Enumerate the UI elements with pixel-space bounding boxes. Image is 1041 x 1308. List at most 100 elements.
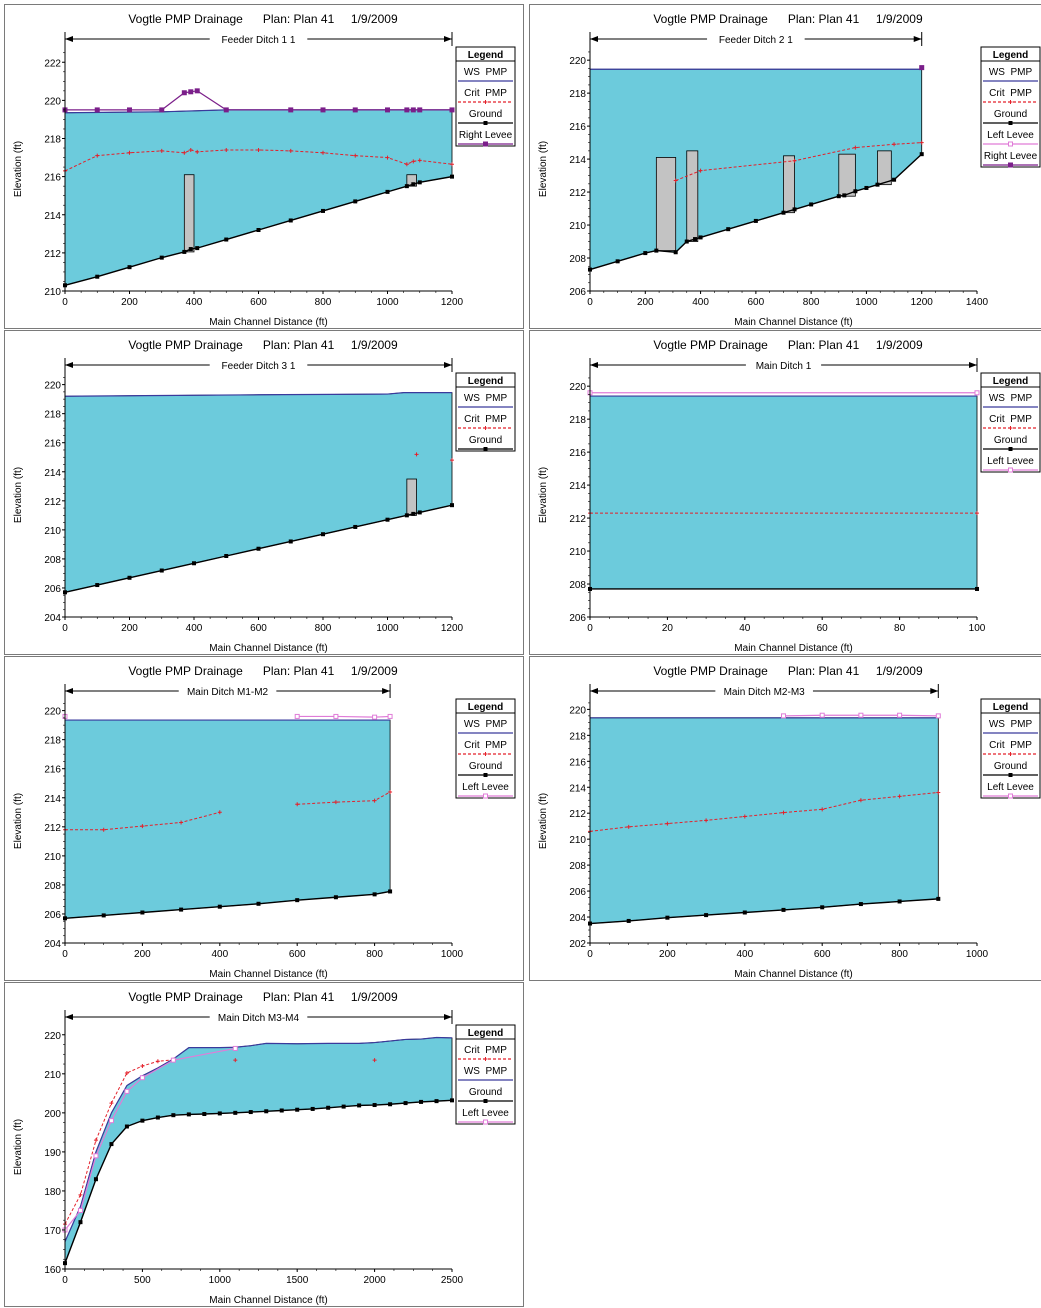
levee-point bbox=[410, 107, 416, 113]
ground-point bbox=[411, 182, 416, 187]
legend-entry-label: Crit PMP bbox=[464, 414, 507, 425]
ground-point bbox=[704, 913, 709, 918]
ground-point bbox=[385, 517, 390, 522]
ground-point bbox=[853, 189, 858, 194]
legend-title: Legend bbox=[468, 702, 504, 713]
ground-point bbox=[78, 1220, 83, 1225]
ground-line bbox=[64, 890, 391, 920]
x-tick-label: 600 bbox=[748, 297, 765, 308]
crit-pmp-point bbox=[140, 824, 145, 829]
reach-label-bg bbox=[745, 359, 822, 371]
legend-entry-label: Crit PMP bbox=[464, 1045, 507, 1056]
ground-point bbox=[224, 554, 229, 558]
crit-pmp-point bbox=[288, 148, 293, 153]
reach-arrow-head-right bbox=[382, 688, 391, 694]
reach-arrow-head-right bbox=[444, 362, 452, 368]
x-tick-label: 400 bbox=[736, 949, 753, 960]
x-tick-label: 2500 bbox=[441, 1275, 464, 1286]
ground-point bbox=[353, 199, 358, 204]
crit-pmp-point bbox=[372, 798, 377, 803]
ground-point bbox=[742, 910, 747, 915]
ground-point bbox=[140, 910, 145, 915]
chart-title: Vogtle PMP Drainage Plan: Plan 41 1/9/20… bbox=[653, 664, 923, 678]
chart-title: Vogtle PMP Drainage Plan: Plan 41 1/9/20… bbox=[653, 12, 923, 26]
x-axis-label: Main Channel Distance (ft) bbox=[209, 1295, 327, 1306]
crit-pmp-point bbox=[853, 145, 858, 150]
levee-point bbox=[194, 88, 200, 94]
y-tick-label: 212 bbox=[44, 497, 61, 508]
ground-point bbox=[192, 561, 196, 566]
x-tick-label: 1000 bbox=[441, 949, 464, 960]
reach-label-bg bbox=[209, 359, 308, 371]
x-tick-label: 0 bbox=[62, 623, 68, 634]
culvert-structure bbox=[838, 153, 856, 197]
ground-point bbox=[256, 901, 261, 906]
legend-entry-label: Ground bbox=[469, 435, 502, 446]
y-tick-label: 210 bbox=[44, 1070, 61, 1081]
x-tick-label: 1000 bbox=[966, 949, 989, 960]
levee-line bbox=[297, 715, 391, 718]
levee-point bbox=[181, 90, 187, 96]
ground-point bbox=[159, 255, 164, 260]
y-axis-label: Elevation (ft) bbox=[13, 141, 24, 197]
water-surface-area bbox=[64, 392, 453, 593]
ground-point bbox=[417, 180, 422, 185]
ground-point bbox=[417, 510, 422, 515]
legend-title: Legend bbox=[993, 50, 1029, 61]
y-tick-label: 208 bbox=[569, 254, 586, 265]
y-tick-label: 206 bbox=[44, 584, 61, 595]
y-tick-label: 212 bbox=[569, 809, 586, 820]
ground-point bbox=[321, 208, 325, 213]
y-axis-label: Elevation (ft) bbox=[13, 1119, 24, 1175]
crit-pmp-point bbox=[372, 1058, 377, 1063]
water-surface-area bbox=[589, 717, 939, 924]
ground-point bbox=[264, 1109, 269, 1114]
reach-arrow-head-right bbox=[444, 1014, 452, 1020]
levee-point bbox=[223, 107, 229, 113]
ground-point bbox=[792, 207, 797, 212]
x-tick-label: 40 bbox=[739, 623, 751, 634]
ground-point bbox=[140, 1118, 145, 1123]
ground-point bbox=[388, 889, 393, 894]
x-tick-label: 1400 bbox=[966, 297, 989, 308]
crit-pmp-point bbox=[233, 1058, 238, 1063]
legend-box bbox=[980, 46, 1041, 168]
legend-entry-label: WS PMP bbox=[464, 1066, 508, 1077]
x-axis-label: Main Channel Distance (ft) bbox=[734, 317, 852, 328]
legend-box bbox=[455, 698, 516, 799]
ground-point bbox=[875, 182, 880, 187]
crit-pmp-point bbox=[388, 789, 393, 794]
levee-point bbox=[188, 89, 194, 95]
y-tick-label: 212 bbox=[569, 188, 586, 199]
ground-point bbox=[233, 1110, 238, 1115]
y-tick-label: 218 bbox=[569, 415, 586, 426]
y-tick-label: 212 bbox=[44, 249, 61, 260]
y-tick-label: 206 bbox=[569, 887, 586, 898]
crit-pmp-point bbox=[385, 155, 390, 160]
levee-point bbox=[858, 712, 864, 718]
ground-point bbox=[388, 1102, 393, 1107]
ground-point bbox=[195, 246, 200, 251]
chart-title: Vogtle PMP Drainage Plan: Plan 41 1/9/20… bbox=[128, 664, 398, 678]
ground-point bbox=[809, 202, 814, 207]
ground-point bbox=[419, 1099, 424, 1104]
levee-point bbox=[93, 1153, 99, 1159]
y-axis-label: Elevation (ft) bbox=[538, 141, 549, 197]
x-tick-label: 200 bbox=[121, 297, 138, 308]
x-tick-label: 0 bbox=[587, 949, 593, 960]
chart-svg-4: Vogtle PMP Drainage Plan: Plan 41 1/9/20… bbox=[538, 338, 1041, 654]
legend-entry-label: Right Levee bbox=[984, 151, 1038, 162]
y-tick-label: 210 bbox=[44, 852, 61, 863]
y-tick-label: 170 bbox=[44, 1226, 61, 1237]
water-surface-area bbox=[589, 395, 978, 590]
chart-svg-6: Vogtle PMP Drainage Plan: Plan 41 1/9/20… bbox=[538, 664, 1041, 980]
y-tick-label: 214 bbox=[44, 794, 61, 805]
crit-pmp-line bbox=[589, 791, 939, 832]
ground-point bbox=[404, 184, 409, 189]
x-axis-label: Main Channel Distance (ft) bbox=[734, 643, 852, 654]
crit-pmp-point bbox=[858, 798, 863, 803]
legend-entry-label: Crit PMP bbox=[464, 88, 507, 99]
culvert-structure bbox=[406, 478, 417, 516]
ground-point bbox=[357, 1103, 362, 1108]
legend-swatch-marker bbox=[1008, 793, 1013, 799]
